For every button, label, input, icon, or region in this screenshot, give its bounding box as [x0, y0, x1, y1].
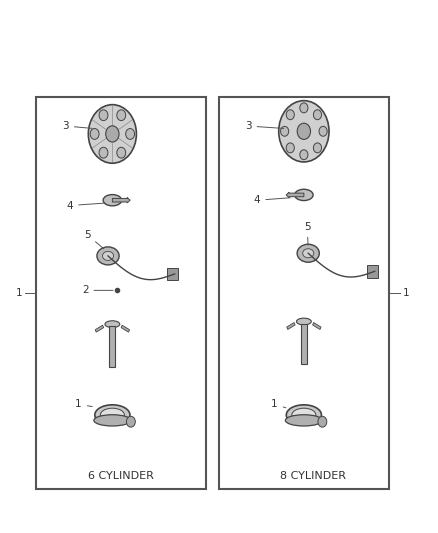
- Circle shape: [117, 147, 126, 158]
- Ellipse shape: [95, 405, 130, 425]
- Circle shape: [127, 416, 135, 427]
- Circle shape: [286, 110, 294, 120]
- Bar: [367, 265, 378, 278]
- FancyArrow shape: [287, 322, 295, 329]
- Circle shape: [314, 143, 321, 153]
- Ellipse shape: [303, 249, 314, 258]
- FancyArrow shape: [121, 325, 130, 332]
- Ellipse shape: [286, 415, 322, 426]
- Ellipse shape: [295, 189, 313, 200]
- Text: 1: 1: [271, 399, 286, 409]
- Bar: [110, 326, 115, 367]
- Text: 1: 1: [75, 399, 92, 409]
- Circle shape: [106, 126, 119, 142]
- Text: 3: 3: [62, 121, 92, 131]
- Circle shape: [297, 123, 311, 140]
- Circle shape: [300, 150, 308, 160]
- Circle shape: [126, 128, 134, 139]
- Ellipse shape: [292, 408, 316, 422]
- Circle shape: [99, 110, 108, 120]
- Ellipse shape: [286, 405, 321, 425]
- Ellipse shape: [297, 318, 311, 325]
- Text: 5: 5: [304, 222, 311, 245]
- Circle shape: [300, 103, 308, 113]
- Bar: [167, 268, 178, 280]
- Text: 1: 1: [403, 288, 410, 298]
- Ellipse shape: [297, 244, 319, 262]
- Ellipse shape: [103, 195, 122, 206]
- FancyArrow shape: [286, 192, 304, 198]
- Text: 8 CYLINDER: 8 CYLINDER: [279, 471, 346, 481]
- Ellipse shape: [94, 415, 131, 426]
- Ellipse shape: [102, 252, 113, 261]
- Bar: [219, 97, 389, 489]
- Bar: [36, 97, 206, 489]
- Text: 2: 2: [82, 285, 113, 295]
- Circle shape: [99, 147, 108, 158]
- FancyArrow shape: [95, 325, 104, 332]
- Ellipse shape: [100, 408, 124, 422]
- Circle shape: [286, 143, 294, 153]
- Text: 5: 5: [84, 230, 104, 249]
- Text: 3: 3: [245, 121, 284, 131]
- Circle shape: [319, 126, 327, 136]
- FancyArrow shape: [313, 322, 321, 329]
- Ellipse shape: [97, 247, 119, 265]
- Circle shape: [279, 101, 329, 162]
- Text: 4: 4: [254, 195, 290, 205]
- Circle shape: [88, 104, 136, 163]
- Circle shape: [117, 110, 126, 120]
- Text: 6 CYLINDER: 6 CYLINDER: [88, 471, 154, 481]
- Circle shape: [318, 416, 327, 427]
- Text: 4: 4: [67, 200, 105, 211]
- Circle shape: [90, 128, 99, 139]
- Circle shape: [281, 126, 289, 136]
- FancyArrow shape: [113, 198, 130, 203]
- Bar: [301, 324, 307, 365]
- Text: 1: 1: [15, 288, 22, 298]
- Ellipse shape: [105, 321, 120, 328]
- Circle shape: [314, 110, 321, 120]
